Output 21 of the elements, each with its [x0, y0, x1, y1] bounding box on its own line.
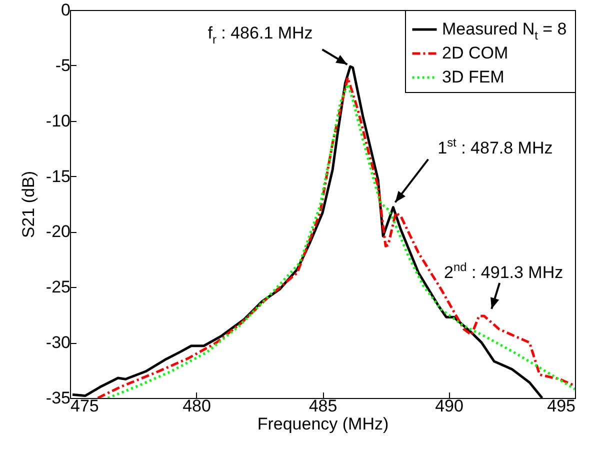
y-tick-label: -30 — [46, 333, 70, 352]
y-tick-label: -5 — [55, 56, 70, 75]
x-tick-label: 485 — [308, 396, 338, 416]
annotation: 1$^{st}$ : 487.8 MHz — [438, 136, 553, 158]
legend-label: 2D COM — [442, 44, 508, 62]
y-tick-label: -25 — [46, 278, 70, 297]
annotation: f$_{r}$ : 486.1 MHz — [208, 24, 313, 47]
y-tick-label: -15 — [46, 166, 70, 186]
y-tick-label: -20 — [46, 222, 70, 242]
y-axis-title: S21 (dB) — [18, 170, 38, 238]
x-tick-label: 490 — [435, 396, 464, 416]
x-tick-label: 475 — [70, 396, 99, 416]
y-tick-label: 0 — [61, 0, 70, 20]
x-tick-label: 495 — [547, 396, 576, 416]
x-axis-title: Frequency (MHz) — [257, 414, 389, 434]
y-tick-label: -35 — [46, 388, 70, 408]
x-tick-label: 480 — [182, 396, 211, 416]
y-tick-label: -10 — [46, 111, 70, 130]
legend-label: 3D FEM — [442, 68, 504, 86]
annotation: 2$^{nd}$ : 491.3 MHz — [444, 260, 564, 282]
legend-label: Measured N$_{t}$ = 8 — [442, 20, 567, 43]
